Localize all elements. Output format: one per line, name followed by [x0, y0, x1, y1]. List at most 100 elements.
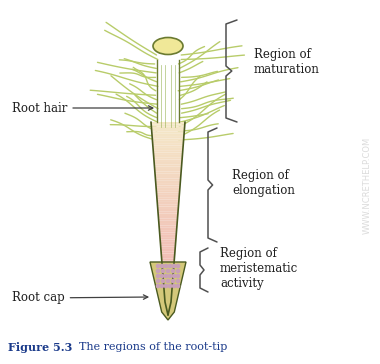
Polygon shape	[153, 150, 183, 153]
Circle shape	[173, 284, 176, 288]
Polygon shape	[161, 256, 175, 258]
Polygon shape	[156, 185, 180, 188]
Polygon shape	[159, 228, 177, 230]
Polygon shape	[161, 254, 175, 256]
Polygon shape	[151, 122, 185, 124]
Polygon shape	[156, 190, 180, 193]
Polygon shape	[160, 242, 176, 244]
Polygon shape	[158, 214, 178, 216]
Polygon shape	[162, 261, 175, 263]
Polygon shape	[160, 244, 176, 246]
Text: Root hair: Root hair	[12, 102, 153, 115]
Polygon shape	[152, 134, 184, 136]
Polygon shape	[163, 280, 173, 282]
Circle shape	[171, 280, 174, 282]
Polygon shape	[164, 296, 172, 298]
Polygon shape	[154, 157, 182, 159]
Polygon shape	[155, 183, 180, 185]
Circle shape	[165, 264, 168, 268]
Polygon shape	[158, 216, 178, 218]
Polygon shape	[163, 284, 173, 286]
Polygon shape	[151, 124, 185, 127]
Polygon shape	[155, 176, 181, 178]
Circle shape	[173, 264, 176, 268]
Polygon shape	[161, 251, 176, 254]
Circle shape	[166, 269, 169, 273]
Circle shape	[168, 274, 172, 278]
Polygon shape	[159, 235, 177, 237]
Polygon shape	[157, 207, 179, 209]
Circle shape	[168, 284, 172, 288]
Polygon shape	[163, 282, 173, 284]
Polygon shape	[154, 167, 182, 169]
Polygon shape	[158, 218, 178, 221]
Polygon shape	[155, 169, 182, 171]
Polygon shape	[162, 272, 174, 275]
Polygon shape	[159, 230, 177, 233]
Polygon shape	[163, 289, 173, 291]
Circle shape	[157, 264, 160, 268]
Circle shape	[162, 269, 165, 273]
Polygon shape	[165, 303, 171, 305]
Circle shape	[157, 269, 160, 273]
Polygon shape	[160, 249, 176, 251]
Text: WWW.NCRETHELP.COM: WWW.NCRETHELP.COM	[363, 136, 372, 234]
Polygon shape	[165, 308, 171, 310]
Circle shape	[157, 274, 160, 278]
Polygon shape	[153, 153, 183, 155]
Polygon shape	[162, 268, 174, 270]
Circle shape	[176, 274, 180, 278]
Polygon shape	[154, 155, 182, 157]
Circle shape	[166, 280, 169, 282]
Text: Region of
elongation: Region of elongation	[232, 169, 295, 197]
Polygon shape	[154, 159, 182, 162]
Circle shape	[157, 284, 160, 288]
Polygon shape	[155, 171, 181, 174]
Polygon shape	[159, 225, 177, 228]
Polygon shape	[150, 262, 186, 320]
Polygon shape	[158, 211, 178, 214]
Polygon shape	[153, 148, 183, 150]
Circle shape	[168, 264, 172, 268]
Circle shape	[176, 269, 180, 273]
Polygon shape	[156, 193, 180, 195]
Polygon shape	[154, 164, 182, 167]
Polygon shape	[163, 286, 173, 289]
Circle shape	[160, 264, 164, 268]
Polygon shape	[154, 162, 182, 164]
Polygon shape	[157, 209, 179, 211]
Polygon shape	[152, 138, 184, 141]
Text: Figure 5.3: Figure 5.3	[8, 342, 72, 353]
Polygon shape	[164, 293, 172, 296]
Polygon shape	[160, 237, 176, 240]
Circle shape	[165, 274, 168, 278]
Polygon shape	[155, 174, 181, 176]
Polygon shape	[152, 141, 184, 143]
Polygon shape	[160, 246, 176, 249]
Polygon shape	[153, 146, 183, 148]
Text: Region of
maturation: Region of maturation	[254, 48, 320, 76]
Polygon shape	[163, 277, 173, 280]
Polygon shape	[158, 223, 177, 225]
Polygon shape	[151, 127, 185, 129]
Text: Region of
meristematic
activity: Region of meristematic activity	[220, 246, 298, 289]
Polygon shape	[161, 258, 175, 261]
Text: Root cap: Root cap	[12, 292, 148, 305]
Polygon shape	[162, 270, 174, 272]
Polygon shape	[162, 263, 174, 265]
Circle shape	[160, 274, 164, 278]
Circle shape	[165, 284, 168, 288]
Polygon shape	[155, 178, 181, 181]
Polygon shape	[164, 291, 173, 293]
Polygon shape	[152, 129, 184, 131]
Circle shape	[176, 264, 180, 268]
Circle shape	[171, 269, 174, 273]
Polygon shape	[162, 275, 174, 277]
Ellipse shape	[153, 37, 183, 55]
Circle shape	[176, 284, 180, 288]
Text: The regions of the root-tip: The regions of the root-tip	[72, 342, 227, 352]
Polygon shape	[164, 298, 172, 301]
Polygon shape	[159, 233, 177, 235]
Polygon shape	[162, 265, 174, 268]
Circle shape	[160, 284, 164, 288]
